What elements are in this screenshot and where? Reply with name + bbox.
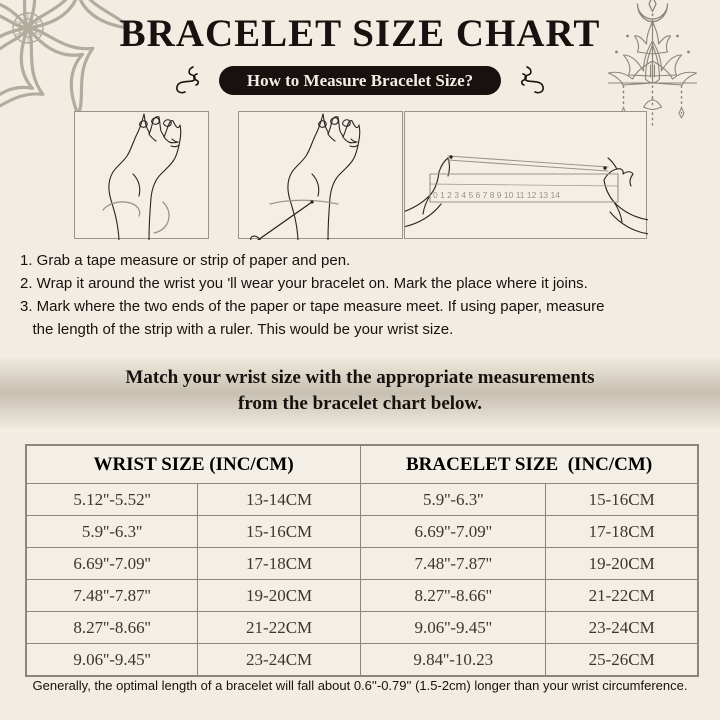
svg-text:0 1 2 3 4 5 6 7 8 9 10 11 12 1: 0 1 2 3 4 5 6 7 8 9 10 11 12 13 14 bbox=[433, 190, 560, 200]
